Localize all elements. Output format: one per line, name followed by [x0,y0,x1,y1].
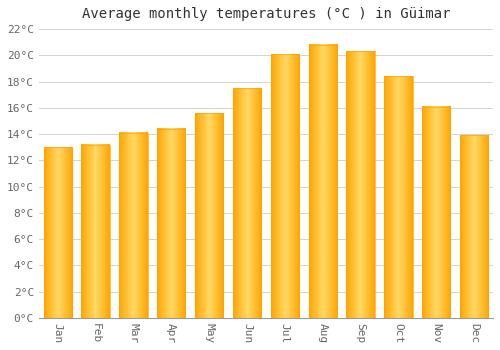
Bar [157,129,186,318]
Bar [460,135,488,318]
Bar [346,51,375,318]
Bar [195,113,224,318]
Bar [308,45,337,318]
Bar [270,54,299,318]
Bar [384,76,412,318]
Title: Average monthly temperatures (°C ) in Güimar: Average monthly temperatures (°C ) in Gü… [82,7,450,21]
Bar [119,133,148,318]
Bar [422,106,450,318]
Bar [44,147,72,318]
Bar [233,88,261,318]
Bar [82,145,110,318]
